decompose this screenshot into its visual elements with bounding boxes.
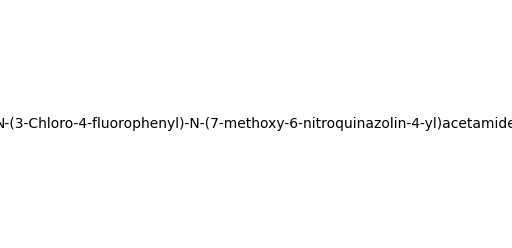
Text: N-(3-Chloro-4-fluorophenyl)-N-(7-methoxy-6-nitroquinazolin-4-yl)acetamide: N-(3-Chloro-4-fluorophenyl)-N-(7-methoxy… xyxy=(0,117,512,131)
